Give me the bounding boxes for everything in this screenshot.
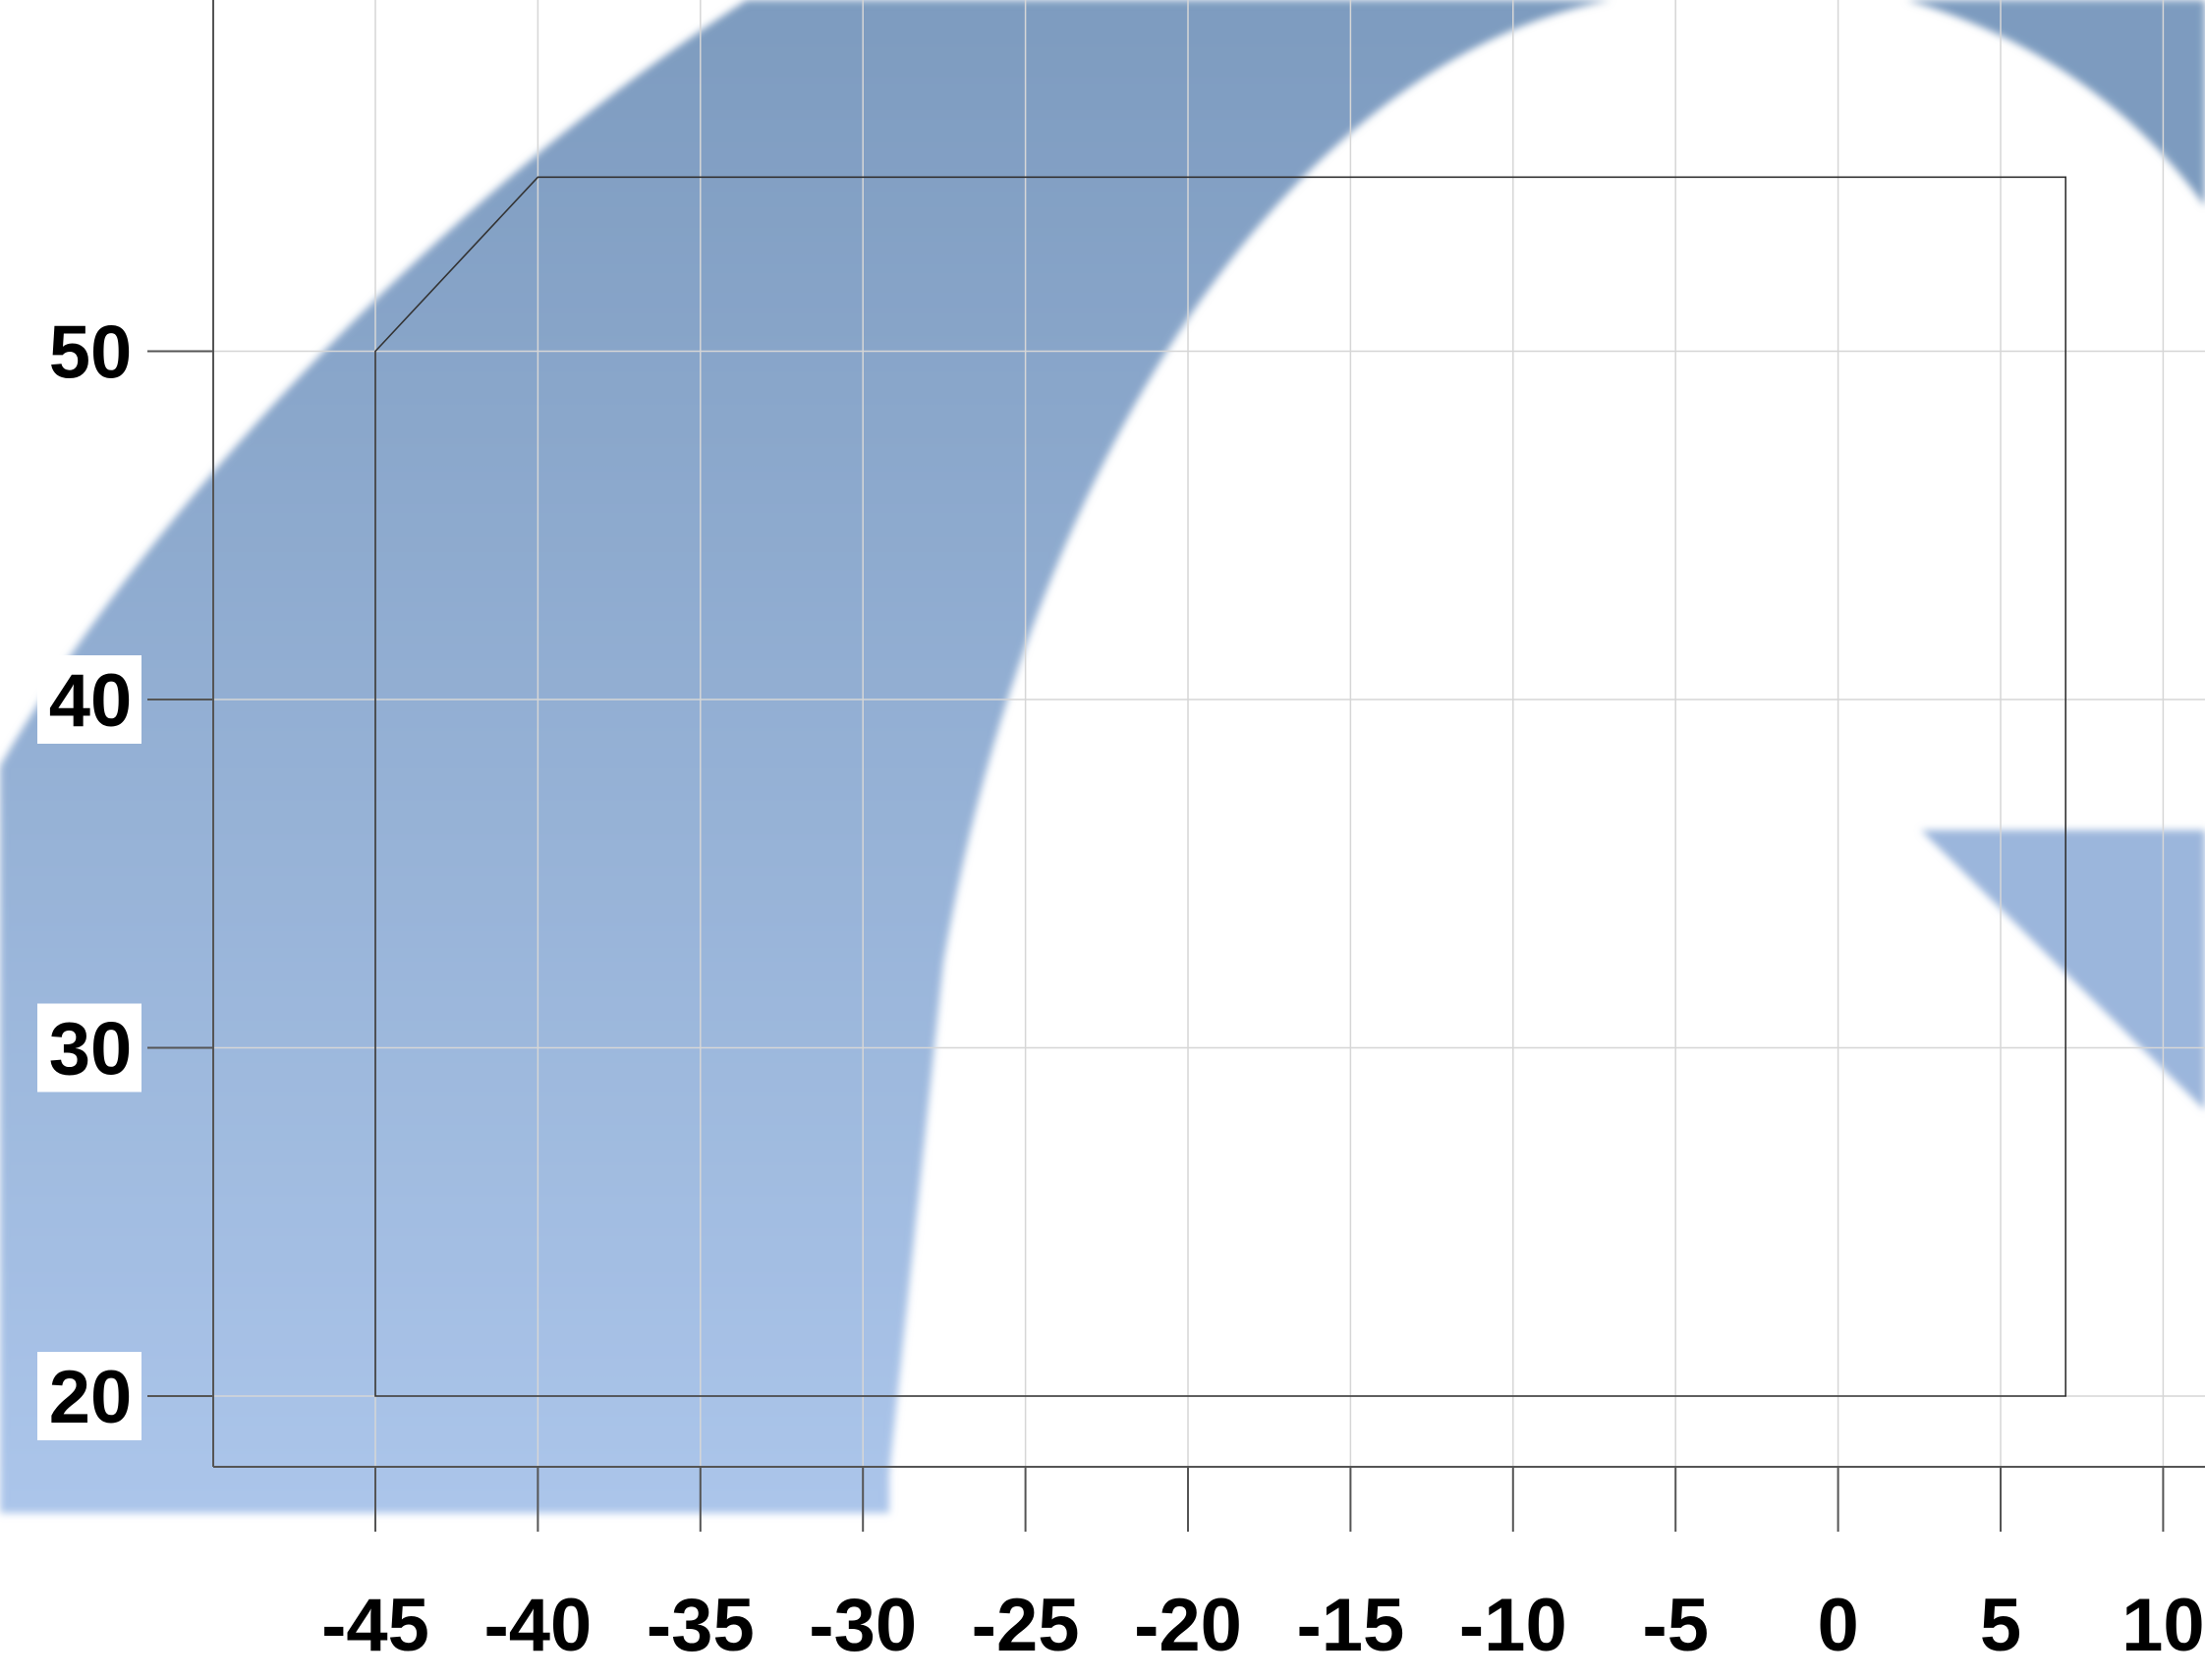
region-outline bbox=[374, 176, 2066, 1397]
y-tick-label-3: 50 bbox=[49, 311, 133, 395]
data-region bbox=[374, 176, 2066, 1397]
x-axis-ticks: -45 -40 -35 -30 -25 -20 -15 -10 -5 0 5 10 bbox=[321, 1467, 2205, 1667]
x-tick-label-2: -35 bbox=[647, 1584, 755, 1667]
y-tick-label-1: 30 bbox=[49, 1008, 133, 1092]
x-tick-label-8: -5 bbox=[1642, 1584, 1709, 1667]
x-tick-label-1: -40 bbox=[483, 1584, 592, 1667]
x-tick-label-10: 5 bbox=[1980, 1584, 2021, 1667]
x-tick-label-7: -10 bbox=[1459, 1584, 1567, 1667]
axes bbox=[212, 0, 2205, 1468]
x-tick-label-5: -20 bbox=[1134, 1584, 1242, 1667]
x-tick-label-0: -45 bbox=[321, 1584, 429, 1667]
y-tick-label-background-0 bbox=[37, 1352, 141, 1440]
y-tick-label-background-3 bbox=[37, 307, 141, 396]
x-tick-label-3: -30 bbox=[809, 1584, 917, 1667]
x-tick-label-9: 0 bbox=[1817, 1584, 1858, 1667]
background-arc-right bbox=[1838, 0, 2205, 206]
y-axis-ticks: 20 30 40 50 bbox=[37, 307, 213, 1440]
y-tick-label-2: 40 bbox=[49, 659, 133, 743]
x-tick-label-6: -15 bbox=[1296, 1584, 1404, 1667]
background-shapes bbox=[0, 0, 2205, 1513]
y-tick-label-background-2 bbox=[37, 655, 141, 744]
y-tick-label-0: 20 bbox=[49, 1356, 133, 1439]
background-band bbox=[0, 0, 1611, 1513]
x-tick-label-11: 10 bbox=[2121, 1584, 2205, 1667]
x-tick-label-4: -25 bbox=[972, 1584, 1080, 1667]
background-triangle bbox=[1921, 830, 2205, 1110]
y-tick-label-background-1 bbox=[37, 1003, 141, 1092]
